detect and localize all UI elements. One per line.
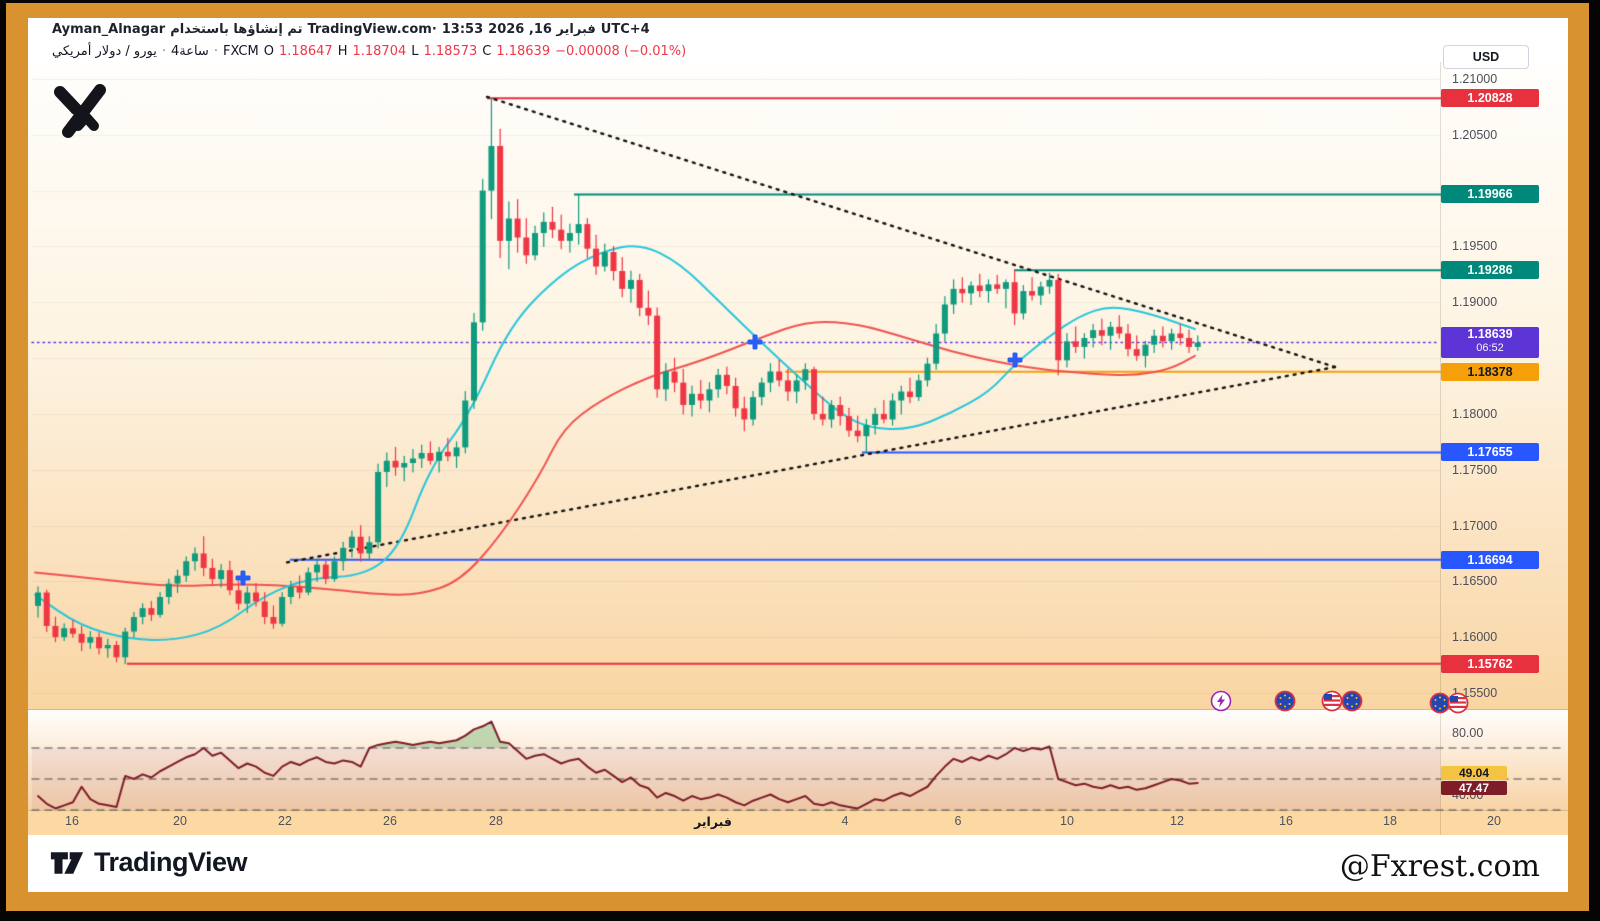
tradingview-logo-icon bbox=[50, 851, 84, 874]
time-axis-label: 28 bbox=[489, 814, 503, 828]
time-axis-label: 22 bbox=[278, 814, 292, 828]
current-price-value: 1.18639 bbox=[1467, 327, 1513, 342]
chart-canvas[interactable] bbox=[28, 18, 1568, 835]
site-watermark: @Fxrest.com bbox=[1339, 849, 1540, 884]
time-axis-label: 20 bbox=[173, 814, 187, 828]
price-level-badge[interactable]: 1.19966 bbox=[1441, 185, 1539, 204]
price-axis-tick: 1.16500 bbox=[1452, 574, 1498, 589]
price-level-badge[interactable]: 1.18378 bbox=[1441, 362, 1539, 381]
ma-cross-marker[interactable] bbox=[235, 570, 251, 586]
price-axis-tick: 1.17500 bbox=[1452, 462, 1498, 477]
tradingview-logo[interactable]: TradingView bbox=[50, 847, 248, 878]
price-axis-tick: 1.19000 bbox=[1452, 295, 1498, 310]
price-axis-tick: 1.19500 bbox=[1452, 239, 1498, 254]
ma-cross-marker[interactable] bbox=[1007, 352, 1023, 368]
symbol-logo-icon bbox=[54, 84, 106, 138]
event-us-flag-icon[interactable] bbox=[1447, 692, 1469, 714]
bar-countdown: 06:52 bbox=[1476, 342, 1504, 355]
price-level-badge[interactable]: 1.20828 bbox=[1441, 89, 1539, 108]
price-axis-tick: 1.17000 bbox=[1452, 518, 1498, 533]
time-axis-label: 18 bbox=[1383, 814, 1397, 828]
footer-bar: TradingView @Fxrest.com bbox=[28, 835, 1568, 892]
time-axis-label: 20 bbox=[1487, 814, 1501, 828]
price-level-badge[interactable]: 1.19286 bbox=[1441, 261, 1539, 280]
price-axis-tick: 1.16000 bbox=[1452, 630, 1498, 645]
time-axis-label: 10 bbox=[1060, 814, 1074, 828]
time-axis-label: 12 bbox=[1170, 814, 1184, 828]
price-level-badge[interactable]: 1.17655 bbox=[1441, 443, 1539, 462]
time-axis-label: 26 bbox=[383, 814, 397, 828]
rsi-axis-tick: 80.00 bbox=[1452, 725, 1484, 740]
event-us-flag-icon[interactable] bbox=[1321, 690, 1343, 712]
price-axis-tick: 1.21000 bbox=[1452, 72, 1498, 86]
time-axis-label: 4 bbox=[841, 814, 849, 828]
time-axis-label: 6 bbox=[954, 814, 962, 828]
event-eu-flag-icon[interactable] bbox=[1274, 690, 1296, 712]
chart-window: Ayman_Alnagarتم إنشاؤها باستخدامTradingV… bbox=[28, 18, 1568, 892]
chart-overlay: 1.21000 1.20500 1.19500 1.19000 1.18000 1.175… bbox=[28, 18, 1568, 835]
current-price-badge[interactable]: 1.18639 06:52 bbox=[1441, 327, 1539, 359]
price-level-badge[interactable]: 1.16694 bbox=[1441, 550, 1539, 569]
time-axis-label: 16 bbox=[1279, 814, 1293, 828]
ma-cross-marker[interactable] bbox=[747, 334, 763, 350]
rsi-value-badge: 47.47 bbox=[1441, 780, 1507, 795]
price-level-badge[interactable]: 1.15762 bbox=[1441, 654, 1539, 673]
currency-button[interactable]: USD bbox=[1443, 45, 1529, 69]
time-axis-label: فبراير bbox=[694, 814, 732, 829]
price-axis-tick: 1.18000 bbox=[1452, 406, 1498, 421]
price-axis-tick: 1.20500 bbox=[1452, 127, 1498, 142]
event-lightning-icon[interactable] bbox=[1210, 690, 1232, 712]
tradingview-wordmark: TradingView bbox=[94, 847, 248, 877]
event-eu-flag-icon[interactable] bbox=[1341, 690, 1363, 712]
time-axis-label: 16 bbox=[65, 814, 79, 828]
rsi-ma-badge: 49.04 bbox=[1441, 766, 1507, 781]
